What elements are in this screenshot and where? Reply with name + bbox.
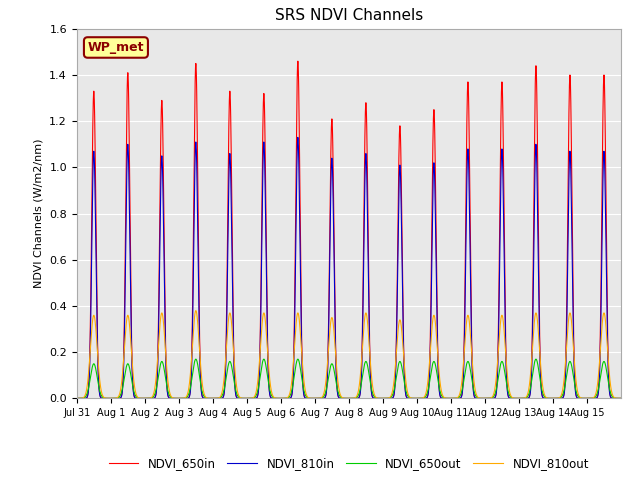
NDVI_810in xyxy=(534,228,541,234)
NDVI_810out xyxy=(501,343,509,348)
Line: NDVI_650in: NDVI_650in xyxy=(77,61,621,398)
NDVI_650in xyxy=(73,396,81,401)
NDVI_650in xyxy=(184,395,192,401)
Line: NDVI_650out: NDVI_650out xyxy=(77,359,621,398)
NDVI_810out xyxy=(184,388,192,394)
NDVI_810out xyxy=(73,396,81,401)
NDVI_650in xyxy=(617,396,625,401)
Legend: NDVI_650in, NDVI_810in, NDVI_650out, NDVI_810out: NDVI_650in, NDVI_810in, NDVI_650out, NDV… xyxy=(104,452,594,475)
NDVI_810in xyxy=(501,324,509,330)
NDVI_650in xyxy=(534,177,541,183)
NDVI_810out xyxy=(467,333,474,338)
NDVI_650in xyxy=(294,58,301,64)
NDVI_650in xyxy=(467,251,474,256)
NDVI_810in xyxy=(419,396,426,401)
NDVI_650in xyxy=(611,396,619,401)
Line: NDVI_810in: NDVI_810in xyxy=(77,137,621,398)
NDVI_810out xyxy=(534,322,541,328)
NDVI_650out xyxy=(467,368,474,373)
NDVI_650out xyxy=(184,392,192,398)
NDVI_650out xyxy=(73,396,81,401)
NDVI_650out xyxy=(534,362,541,368)
NDVI_810in xyxy=(294,134,301,140)
Title: SRS NDVI Channels: SRS NDVI Channels xyxy=(275,9,423,24)
NDVI_650out xyxy=(611,396,619,401)
NDVI_810out xyxy=(611,395,619,401)
NDVI_810in xyxy=(184,396,192,401)
NDVI_650out xyxy=(501,372,509,378)
Text: WP_met: WP_met xyxy=(88,41,144,54)
NDVI_650out xyxy=(192,356,200,362)
Line: NDVI_810out: NDVI_810out xyxy=(77,311,621,398)
NDVI_810out xyxy=(617,396,625,401)
NDVI_650in xyxy=(419,396,426,401)
NDVI_810in xyxy=(73,396,81,401)
NDVI_810out xyxy=(419,395,426,401)
NDVI_810in xyxy=(611,396,619,401)
Y-axis label: NDVI Channels (W/m2/nm): NDVI Channels (W/m2/nm) xyxy=(34,139,44,288)
NDVI_650out xyxy=(419,396,426,401)
NDVI_810in xyxy=(617,396,625,401)
NDVI_810in xyxy=(467,281,474,287)
NDVI_810out xyxy=(192,308,200,313)
NDVI_650in xyxy=(501,305,509,311)
NDVI_650out xyxy=(617,396,625,401)
